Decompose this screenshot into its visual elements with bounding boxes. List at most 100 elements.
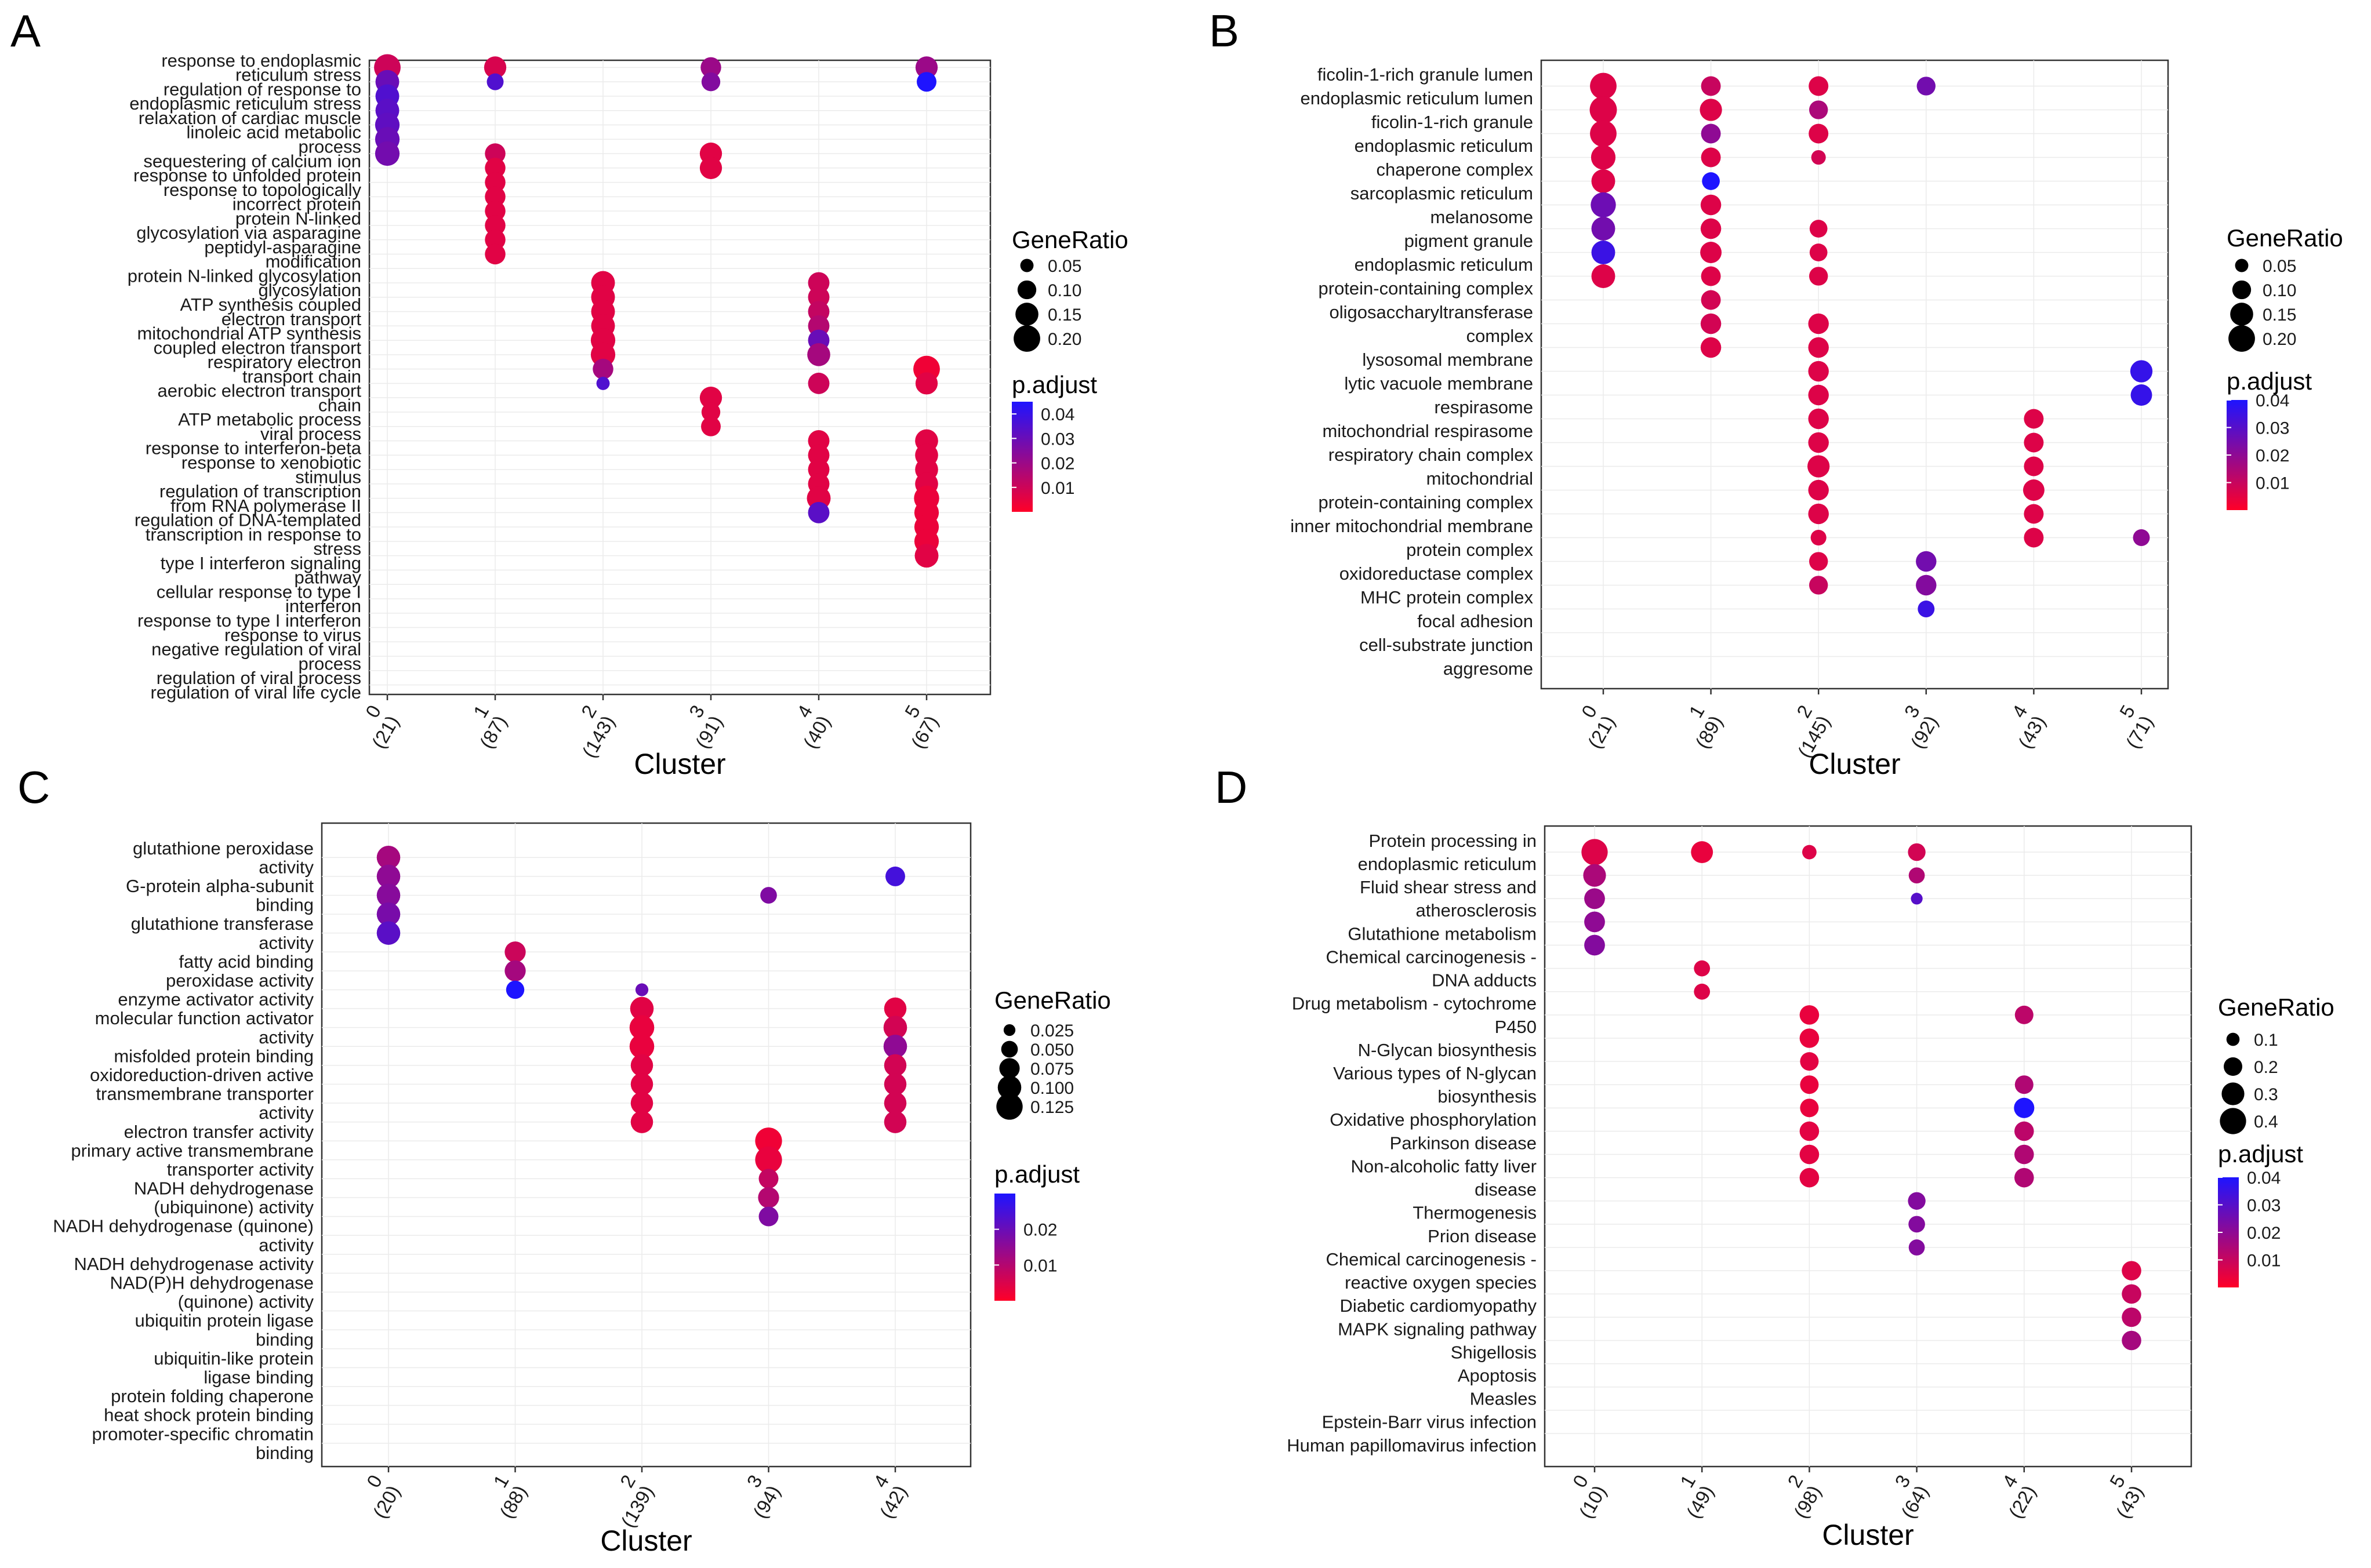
y-tick-label: stimulus: [295, 467, 361, 487]
data-point: [2122, 1261, 2141, 1280]
y-tick-label: ubiquitin-like protein: [154, 1348, 314, 1369]
data-point: [376, 902, 401, 926]
data-point: [596, 376, 610, 390]
y-tick-label: protein N-linked glycosylation: [128, 265, 361, 286]
y-tick-label: Oxidative phosphorylation: [1330, 1109, 1537, 1130]
y-tick-label: binding: [256, 895, 314, 915]
data-point: [2014, 1005, 2034, 1024]
legend-color-title: p.adjust: [1012, 371, 1097, 398]
y-tick-label: Epstein-Barr virus infection: [1322, 1412, 1537, 1432]
y-tick-label: interferon: [285, 596, 361, 616]
y-tick-label: endoplasmic reticulum: [1358, 854, 1537, 874]
data-point: [1701, 147, 1721, 168]
data-point: [700, 57, 721, 78]
data-point: [1809, 267, 1828, 286]
data-point: [2014, 1075, 2034, 1094]
y-tick-label: ficolin-1-rich granule lumen: [1317, 64, 1533, 85]
x-tick-label: 5(43): [2105, 1471, 2147, 1522]
data-point: [376, 846, 401, 870]
data-point: [1591, 192, 1616, 218]
data-point: [1591, 241, 1615, 264]
y-tick-label: endoplasmic reticulum: [1355, 254, 1533, 275]
data-point: [485, 186, 506, 208]
data-point: [630, 996, 654, 1021]
x-tick-label: 2(98): [1783, 1471, 1825, 1522]
legend-color-label: 0.04: [2247, 1169, 2281, 1188]
y-tick-label: focal adhesion: [1417, 611, 1533, 631]
legend-size-dot: [2232, 280, 2252, 300]
data-points: [376, 846, 907, 1227]
y-tick-label: endoplasmic reticulum stress: [129, 93, 361, 114]
data-point: [485, 215, 506, 236]
y-tick-label: G-protein alpha-subunit: [126, 876, 314, 896]
y-tick-label: coupled electron transport: [154, 337, 362, 358]
data-point: [1908, 867, 1925, 884]
data-point: [883, 1016, 907, 1039]
y-tick-label: melanosome: [1430, 207, 1533, 227]
y-tick-label: protein complex: [1406, 540, 1533, 560]
data-point: [1799, 1167, 1820, 1188]
cluster-count: (143): [578, 712, 619, 761]
data-point: [1584, 888, 1605, 909]
y-tick-label: response to interferon-beta: [146, 438, 362, 459]
data-point: [1810, 529, 1827, 546]
data-point: [699, 157, 722, 179]
data-point: [1589, 96, 1617, 123]
legend-size-title: GeneRatio: [994, 987, 1111, 1014]
legend-size-dot: [1020, 259, 1034, 272]
y-tick-label: protein folding chaperone: [111, 1386, 314, 1406]
data-point: [1808, 337, 1829, 358]
gridlines: [369, 60, 990, 694]
y-tick-label: activity: [259, 1027, 314, 1047]
data-point: [1808, 479, 1829, 501]
y-tick-label: MAPK signaling pathway: [1338, 1319, 1537, 1339]
data-point: [1908, 1239, 1925, 1256]
data-point: [1591, 145, 1616, 170]
y-tick-label: peroxidase activity: [166, 970, 314, 991]
y-tick-label: regulation of viral life cycle: [150, 682, 361, 703]
y-axis-labels: glutathione peroxidaseactivityG-protein …: [53, 838, 314, 1463]
legend-size-label: 0.05: [2263, 257, 2296, 276]
panel-label: C: [17, 762, 50, 813]
y-tick-label: NADH dehydrogenase (quinone): [53, 1216, 314, 1236]
data-point: [1591, 264, 1615, 288]
data-point: [1584, 911, 1605, 933]
plot-frame: [1544, 825, 2192, 1468]
data-point: [884, 1111, 907, 1133]
data-point: [1809, 123, 1829, 144]
y-tick-label: process: [298, 136, 361, 157]
legend-size-dot: [999, 1058, 1020, 1079]
y-tick-label: Apoptosis: [1458, 1366, 1537, 1386]
legend-color-label: 0.01: [2247, 1252, 2281, 1271]
y-tick-label: pathway: [295, 567, 362, 588]
data-point: [699, 387, 722, 409]
y-tick-label: process: [298, 653, 361, 674]
data-point: [1916, 574, 1937, 596]
data-point: [760, 887, 777, 904]
legend-size-label: 0.075: [1030, 1060, 1074, 1079]
data-point: [1800, 1098, 1819, 1118]
data-point: [1809, 100, 1828, 119]
y-tick-label: cellular response to type I: [157, 581, 361, 602]
data-point: [1800, 1075, 1819, 1094]
legend-size-dot: [2226, 1032, 2240, 1046]
data-point: [1700, 242, 1722, 263]
data-point: [486, 73, 504, 90]
legend-size-label: 0.15: [1048, 305, 1081, 325]
legend-size-dot: [1015, 303, 1039, 326]
legend-size-label: 0.1: [2254, 1031, 2278, 1050]
x-tick-label: 0(21): [361, 701, 403, 752]
y-tick-label: viral process: [260, 424, 361, 444]
y-tick-label: oxidoreduction-driven active: [90, 1065, 314, 1085]
data-points: [1581, 839, 2141, 1351]
y-tick-label: type I interferon signaling: [161, 553, 361, 573]
data-point: [629, 1015, 655, 1040]
y-tick-label: glycosylation: [259, 280, 361, 300]
x-tick-label: 3(64): [1890, 1471, 1932, 1522]
x-axis-labels: 0(10) 1(49) 2(98) 3(64) 4(22) 5(43): [1568, 1467, 2147, 1522]
data-point: [1911, 893, 1923, 905]
y-tick-label: response to virus: [224, 625, 361, 645]
y-tick-label: glycosylation via asparagine: [136, 223, 361, 243]
